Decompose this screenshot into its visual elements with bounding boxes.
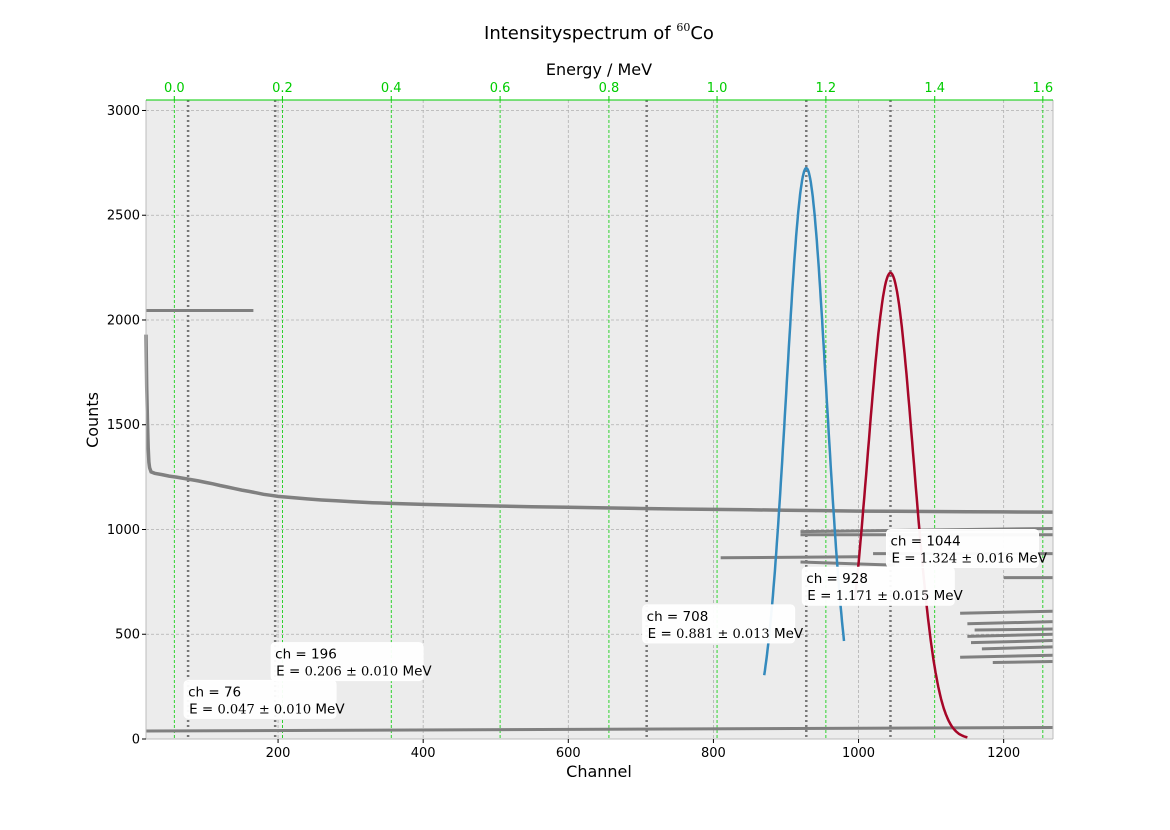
annotation-box xyxy=(642,604,796,644)
annotation-channel: ch = 1044 xyxy=(890,533,960,549)
y-tick-label: 2500 xyxy=(107,209,140,224)
axes: 0 500 1000 1500 2000 2500 3000 200 400 600 800 1000… xyxy=(107,81,1054,761)
gaussian-fit-curve xyxy=(853,271,968,739)
energy-tick-label: 1.4 xyxy=(924,81,945,96)
energy-tick-label: 1.6 xyxy=(1032,81,1053,96)
annotation-energy-value: 1.324 ± 0.016 xyxy=(920,551,1014,566)
annotation-energy-value: 1.171 ± 0.015 xyxy=(836,589,930,604)
data-segment xyxy=(981,645,1054,651)
annotation-energy: E = 0.881 ± 0.013 MeV xyxy=(648,626,804,642)
annotation-box xyxy=(885,528,1039,568)
energy-tick-label: 1.2 xyxy=(816,81,837,96)
data-segment xyxy=(145,725,1054,733)
energy-tick-label: 0.6 xyxy=(490,81,511,96)
channel-markers xyxy=(186,100,892,739)
energy-tick-label: 0.0 xyxy=(164,81,185,96)
annotation-energy-unit: MeV xyxy=(770,626,804,642)
annotation-energy: E = 1.171 ± 0.015 MeV xyxy=(807,588,963,604)
annotation-energy-unit: MeV xyxy=(311,701,345,717)
gaussian-fit-curve xyxy=(762,166,846,676)
chart-title: Intensityspectrum of 60Co xyxy=(484,21,714,44)
peak-annotation: ch = 76E = 0.047 ± 0.010 MeV xyxy=(183,679,345,719)
y-tick-label: 3000 xyxy=(107,104,140,119)
data-segment xyxy=(970,639,1054,645)
annotation-energy: E = 0.206 ± 0.010 MeV xyxy=(276,664,432,680)
data-series-line xyxy=(144,334,1054,514)
annotation-energy-prefix: E = xyxy=(807,588,835,604)
plot-area xyxy=(146,100,1053,739)
chart-title-suffix: Co xyxy=(690,23,714,44)
x-tick-label: 1200 xyxy=(987,746,1020,761)
annotation-box xyxy=(183,679,337,719)
data-segment xyxy=(967,632,1054,638)
annotation-energy-prefix: E = xyxy=(648,626,676,642)
data-segment xyxy=(960,653,1054,659)
x-tick-label: 200 xyxy=(266,746,291,761)
x-axis-label: Channel xyxy=(566,762,632,781)
gaussian-fits xyxy=(762,166,968,739)
energy-tick-label: 0.4 xyxy=(381,81,402,96)
annotation-energy-prefix: E = xyxy=(189,701,217,717)
data-segment xyxy=(974,627,1054,632)
annotation-channel: ch = 76 xyxy=(188,684,241,700)
y-tick-label: 1000 xyxy=(107,523,140,538)
data-segment xyxy=(967,620,1054,626)
x-tick-label: 800 xyxy=(701,746,726,761)
y-tick-label: 2000 xyxy=(107,313,140,328)
annotation-energy-value: 0.206 ± 0.010 xyxy=(305,665,399,680)
annotation-box xyxy=(801,566,955,606)
annotation-channel: ch = 928 xyxy=(806,571,868,587)
annotation-energy-unit: MeV xyxy=(929,588,963,604)
annotation-energy-value: 0.881 ± 0.013 xyxy=(676,627,770,642)
data-segment xyxy=(992,659,1054,665)
annotation-box xyxy=(270,642,424,682)
annotation-channel: ch = 196 xyxy=(275,647,337,663)
y-tick-label: 0 xyxy=(132,733,140,748)
chart-title-main: Intensityspectrum of xyxy=(484,23,676,44)
y-tick-label: 1500 xyxy=(107,418,140,433)
energy-tick-label: 1.0 xyxy=(707,81,728,96)
annotation-energy-value: 0.047 ± 0.010 xyxy=(218,702,312,717)
y-axis-label: Counts xyxy=(83,392,102,448)
annotation-channel: ch = 708 xyxy=(647,609,709,625)
x-tick-label: 400 xyxy=(411,746,436,761)
annotation-energy-unit: MeV xyxy=(1013,550,1047,566)
annotation-energy: E = 0.047 ± 0.010 MeV xyxy=(189,701,345,717)
annotation-energy-unit: MeV xyxy=(398,664,432,680)
energy-tick-label: 0.2 xyxy=(272,81,293,96)
x-tick-label: 600 xyxy=(556,746,581,761)
data-segment xyxy=(800,560,895,567)
x-tick-label: 1000 xyxy=(842,746,875,761)
x2-axis-label: Energy / MeV xyxy=(546,60,652,79)
data-segment xyxy=(960,609,1054,615)
y-tick-label: 500 xyxy=(115,628,140,643)
energy-tick-label: 0.8 xyxy=(599,81,620,96)
chart-title-superscript: 60 xyxy=(676,21,690,34)
annotation-energy: E = 1.324 ± 0.016 MeV xyxy=(891,550,1047,566)
annotation-energy-prefix: E = xyxy=(891,550,919,566)
annotation-energy-prefix: E = xyxy=(276,664,304,680)
